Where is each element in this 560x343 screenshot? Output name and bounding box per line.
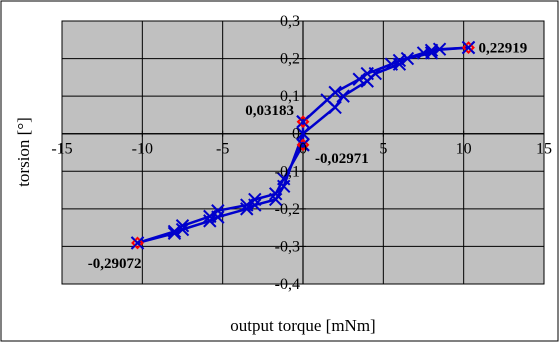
data-point-stroke [352,72,366,86]
y-tick-label: -0,4 [275,276,300,293]
y-tick-label: 0 [292,126,300,143]
data-point [277,172,291,186]
x-tick-label: -5 [216,141,229,158]
y-tick-label: -0,3 [275,238,300,255]
data-point-stroke [392,57,407,71]
x-axis-title: output torque [mNm] [230,316,375,335]
data-point-stroke [167,224,182,239]
x-tick-label: -10 [132,141,153,158]
data-point [328,100,342,115]
highlight-marker [296,138,310,152]
data-point-stroke [328,100,342,115]
y-tick-label: -0,2 [275,201,300,218]
annotation-labels: 0,22919 0,03183 -0,02971 -0,29072 [88,41,527,272]
y-tick-label: 0,3 [280,13,300,30]
data-point-stroke [400,51,415,66]
data-point [432,42,447,56]
data-markers [130,40,476,250]
y-tick-label: 0,2 [280,51,300,68]
data-point-stroke [203,214,217,228]
data-point [296,127,310,141]
data-point [352,72,366,86]
annotation-label: 0,03183 [245,103,294,119]
data-point [203,214,217,228]
x-tick-label: 10 [456,141,472,158]
data-point-stroke [328,85,342,100]
annotation-label: 0,22919 [478,41,527,57]
x-tick-label: 15 [536,141,552,158]
data-point-stroke [424,46,439,60]
data-point [167,224,182,239]
annotation-label: -0,29072 [88,256,142,272]
highlight-cross [298,117,308,127]
x-tick-label: -15 [51,141,72,158]
highlight-cross [132,238,143,248]
highlight-cross [298,140,308,150]
data-point [336,89,350,103]
data-point [175,222,190,237]
data-point [424,46,439,60]
data-point [268,187,283,201]
tick-labels: -15 -10 -5 0 5 10 15 -0,4 -0,3 -0,2 -0,1 0 0,1 0,2 0,3 [51,13,552,293]
data-point-stroke [248,192,262,207]
data-point [248,192,262,207]
data-point-stroke [296,127,310,141]
highlight-cross [463,43,474,53]
data-point-stroke [432,42,447,56]
data-point-stroke [268,192,283,207]
data-point-stroke [336,89,350,103]
data-point-stroke [268,187,283,201]
highlight-marker [131,236,144,250]
y-axis-title: torsion [°] [14,117,33,187]
data-point [240,198,254,212]
highlight-marker [462,41,475,55]
data-point [392,57,407,71]
data-point [268,192,283,207]
data-point-stroke [277,172,291,186]
data-point [203,209,217,224]
data-point-stroke [175,222,190,237]
data-point [328,85,342,100]
data-point-stroke [360,74,374,88]
data-point [175,219,190,233]
data-point-stroke [175,219,190,233]
data-point [360,74,374,88]
highlight-markers [131,41,475,250]
data-point [400,51,415,66]
data-point-stroke [203,209,217,224]
data-point [392,53,407,68]
data-point-stroke [211,204,225,218]
data-point-stroke [240,198,254,212]
data-point-stroke [392,53,407,68]
highlight-marker [296,115,310,129]
x-tick-label: 5 [379,141,387,158]
y-tick-label: -0,1 [275,163,300,180]
annotation-label: -0,02971 [315,151,369,167]
y-tick-label: 0,1 [280,88,300,105]
x-tick-label: 0 [299,141,307,158]
data-point [211,204,225,218]
